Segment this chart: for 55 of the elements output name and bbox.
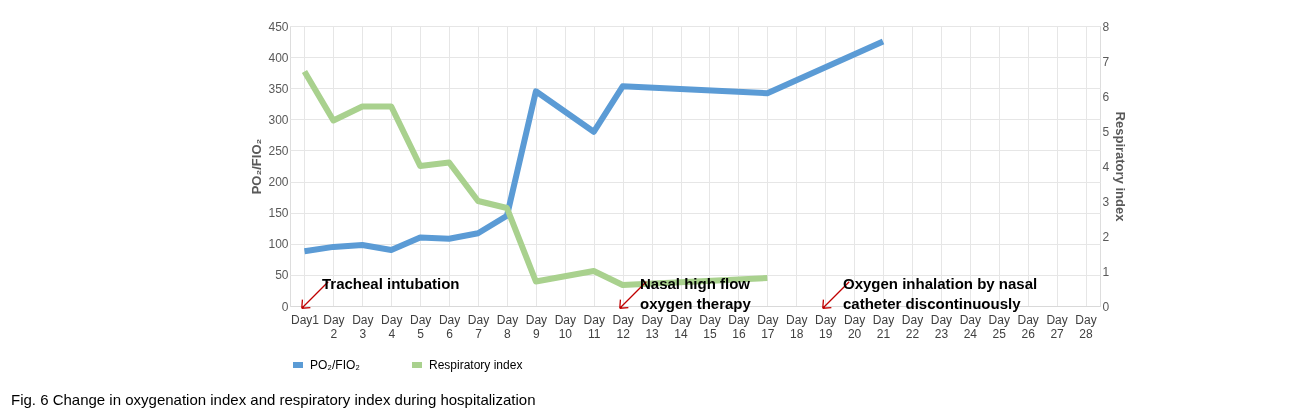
y2-tick-label: 5 bbox=[1102, 124, 1110, 139]
y-tick-label: 200 bbox=[268, 175, 289, 190]
y2-tick-label: 1 bbox=[1102, 264, 1110, 279]
y2-tick-label: 8 bbox=[1102, 19, 1110, 34]
y2-tick-label: 6 bbox=[1102, 89, 1110, 104]
x-tick-label: Day 20 bbox=[843, 312, 866, 341]
x-tick-label: Day 27 bbox=[1046, 312, 1068, 341]
y-axis-title: PO₂/FIO₂ bbox=[249, 138, 265, 195]
x-tick-label: Day 12 bbox=[612, 312, 634, 341]
x-tick-label: Day 3 bbox=[352, 312, 374, 341]
x-tick-label: Day 28 bbox=[1075, 312, 1097, 341]
x-tick-label: Day 15 bbox=[699, 312, 721, 341]
x-tick-label: Day 25 bbox=[988, 312, 1010, 341]
x-tick-label: Day 26 bbox=[1017, 312, 1039, 341]
annotation: Tracheal intubation bbox=[322, 275, 460, 292]
x-tick-label: Day 10 bbox=[554, 312, 576, 341]
annotation: Oxygen inhalation by nasal catheter discontinuously bbox=[843, 275, 1038, 312]
x-tick-label: Day 11 bbox=[583, 312, 605, 341]
legend-label: PO₂/FIO₂ bbox=[310, 358, 361, 372]
y-tick-label: 250 bbox=[268, 143, 289, 158]
x-tick-label: Day 5 bbox=[410, 312, 432, 341]
x-tick-label: Day 19 bbox=[815, 312, 837, 341]
y-tick-label: 400 bbox=[268, 50, 289, 65]
y-tick-label: 100 bbox=[268, 237, 289, 252]
x-tick-label: Day 6 bbox=[438, 312, 461, 341]
x-tick-label: Day 13 bbox=[641, 312, 663, 341]
x-tick-label: Day 8 bbox=[496, 312, 519, 341]
legend-label: Respiratory index bbox=[429, 358, 523, 372]
y-tick-label: 450 bbox=[268, 19, 289, 34]
x-tick-label: Day 4 bbox=[381, 312, 403, 341]
y-tick-label: 150 bbox=[268, 206, 289, 221]
x-tick-label: Day 18 bbox=[786, 312, 808, 341]
x-tick-label: Day 2 bbox=[323, 312, 345, 341]
caption: Fig. 6 Change in oxygenation index and respiratory index during hospitalization bbox=[10, 391, 536, 408]
annotation: Nasal high flow oxygen therapy bbox=[640, 275, 752, 312]
x-tick-label: Day1 bbox=[290, 312, 320, 327]
y2-tick-label: 7 bbox=[1102, 54, 1110, 69]
y-tick-label: 300 bbox=[268, 112, 289, 127]
y2-tick-label: 4 bbox=[1102, 159, 1110, 174]
y-tick-label: 50 bbox=[275, 268, 289, 283]
x-tick-label: Day 7 bbox=[467, 312, 490, 341]
y-tick-label: 350 bbox=[268, 81, 289, 96]
x-tick-label: Day 16 bbox=[728, 312, 750, 341]
y2-tick-label: 0 bbox=[1102, 299, 1110, 314]
y2-tick-label: 3 bbox=[1102, 194, 1110, 209]
x-tick-label: Day 24 bbox=[959, 312, 981, 341]
x-tick-label: Day 9 bbox=[525, 312, 548, 341]
x-tick-label: Day 14 bbox=[670, 312, 692, 341]
y2-tick-label: 2 bbox=[1102, 229, 1110, 244]
y2-axis-title: Respiratory index bbox=[1113, 111, 1129, 223]
x-tick-label: Day 23 bbox=[930, 312, 953, 341]
x-tick-label: Day 22 bbox=[901, 312, 924, 341]
x-tick-label: Day 17 bbox=[757, 312, 779, 341]
y-tick-label: 0 bbox=[281, 299, 289, 314]
x-tick-label: Day 21 bbox=[872, 312, 895, 341]
